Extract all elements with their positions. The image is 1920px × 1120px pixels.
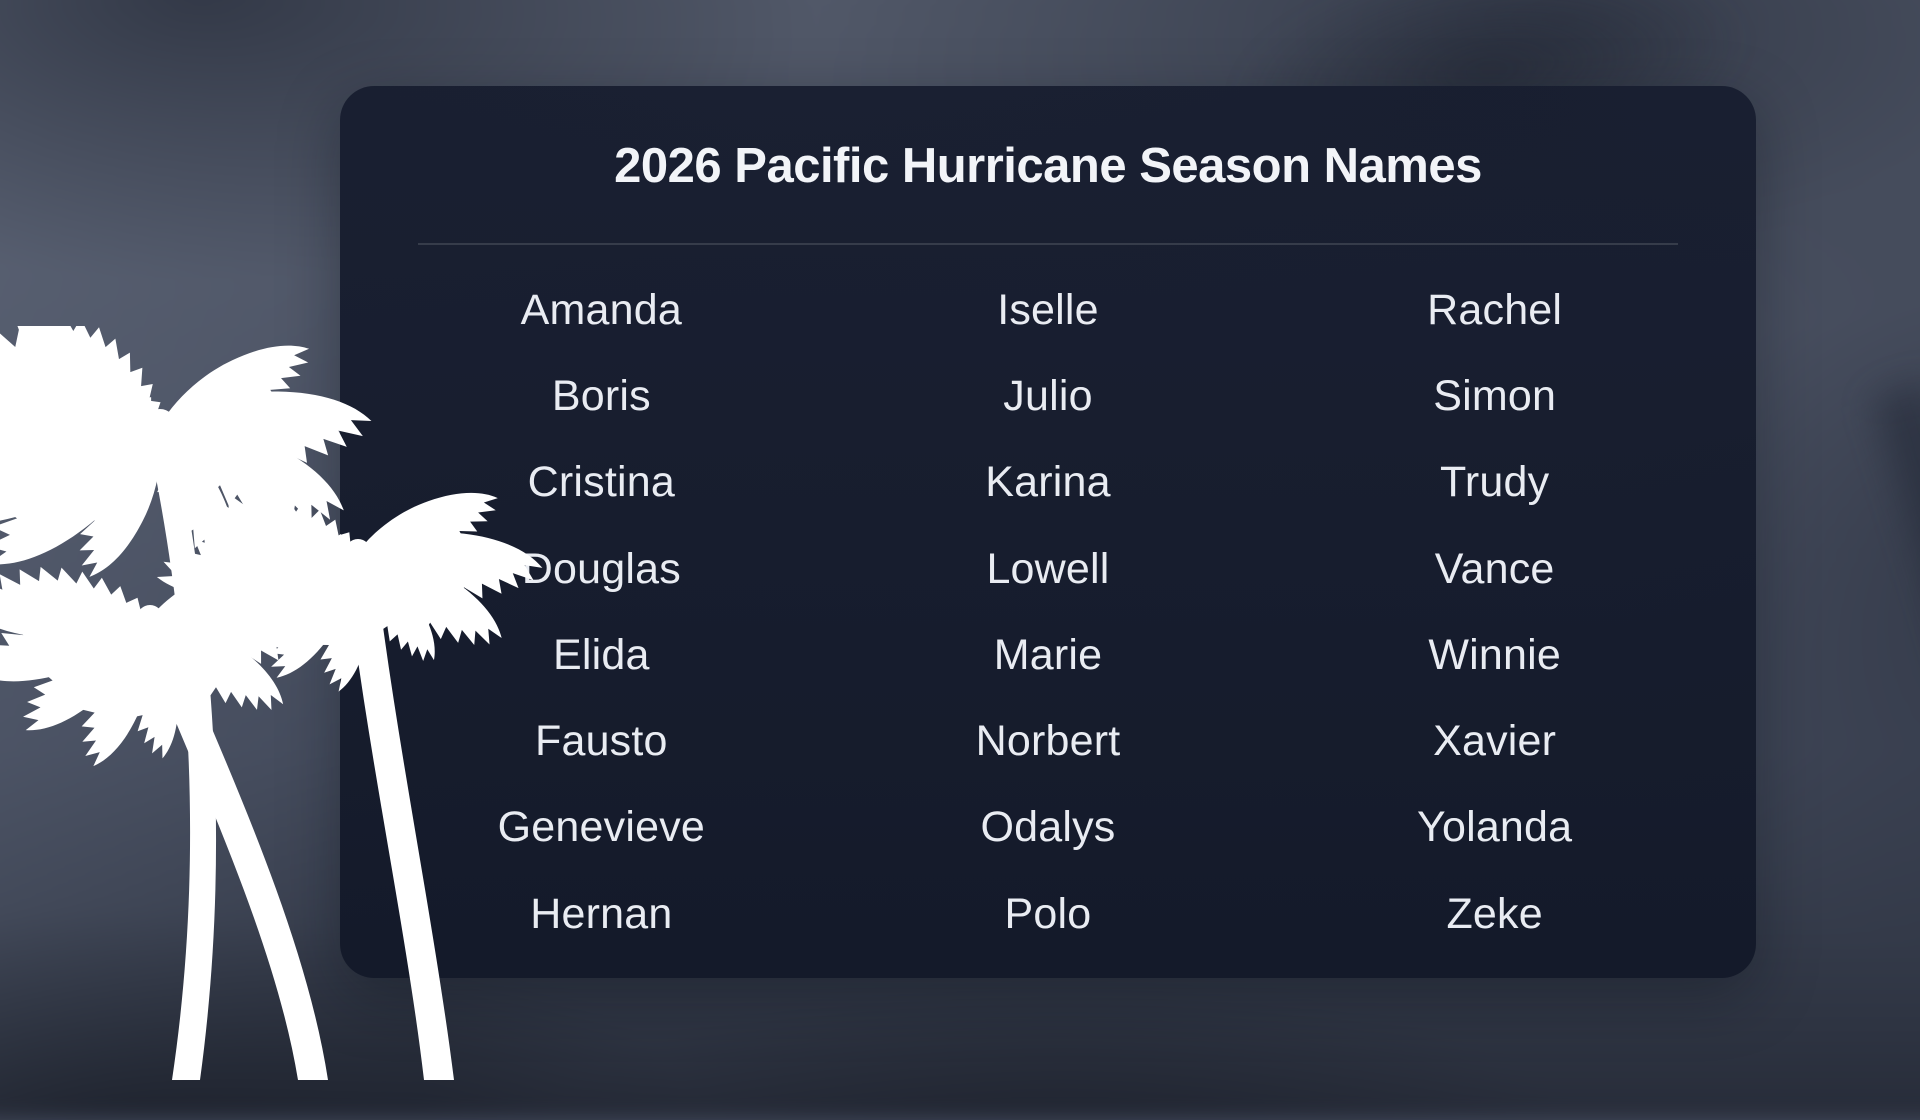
- hurricane-name: Vance: [1434, 544, 1555, 593]
- hurricane-name: Simon: [1433, 371, 1557, 420]
- title-divider: [418, 243, 1678, 245]
- hurricane-name: Douglas: [521, 544, 681, 593]
- hurricane-name: Karina: [985, 458, 1111, 507]
- hurricane-name: Boris: [551, 371, 651, 420]
- hurricane-name: Julio: [1003, 371, 1093, 420]
- hurricane-name: Yolanda: [1417, 803, 1573, 852]
- hurricane-name: Trudy: [1439, 458, 1550, 507]
- hurricane-name: Zeke: [1446, 889, 1543, 938]
- hurricane-name: Marie: [993, 630, 1103, 679]
- hurricane-name: Amanda: [520, 285, 682, 334]
- hurricane-name: Fausto: [534, 717, 668, 766]
- hurricane-names-card: 2026 Pacific Hurricane Season Names Aman…: [340, 86, 1756, 978]
- hurricane-name: Cristina: [527, 458, 675, 507]
- hurricane-name: Odalys: [980, 803, 1116, 852]
- hurricane-name: Iselle: [997, 285, 1099, 334]
- hurricane-name: Norbert: [975, 717, 1121, 766]
- page-title: 2026 Pacific Hurricane Season Names: [614, 139, 1482, 193]
- hurricane-name: Genevieve: [497, 803, 706, 852]
- hurricane-names-grid: Amanda Boris Cristina Douglas Elida Fausto Gen…: [378, 267, 1718, 957]
- hurricane-name: Lowell: [986, 544, 1110, 593]
- hurricane-name: Elida: [553, 630, 650, 679]
- hurricane-name: Hernan: [530, 889, 673, 938]
- hurricane-name: Winnie: [1428, 630, 1561, 679]
- hurricane-name: Xavier: [1433, 717, 1557, 766]
- hurricane-name: Polo: [1004, 889, 1092, 938]
- hurricane-name: Rachel: [1427, 285, 1563, 334]
